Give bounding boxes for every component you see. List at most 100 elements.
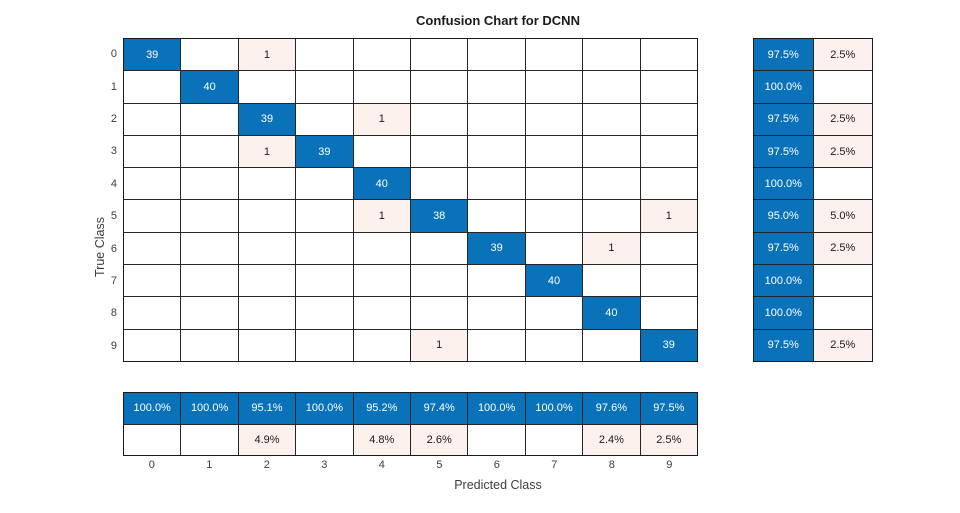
matrix-cell-r4-c1 xyxy=(181,168,238,200)
matrix-cell-r1-c4 xyxy=(353,71,410,103)
row-summary-correct-7: 100.0% xyxy=(754,265,813,297)
col-summary-correct-1: 100.0% xyxy=(181,393,238,424)
col-summary-incorrect-5: 2.6% xyxy=(411,424,468,455)
y-tick-3: 3 xyxy=(110,145,117,158)
x-tick-1: 1 xyxy=(206,459,213,471)
matrix-cell-r5-c0 xyxy=(124,200,181,232)
matrix-cell-r1-c2 xyxy=(238,71,296,103)
y-tick-8: 8 xyxy=(110,307,117,320)
x-tick-0: 0 xyxy=(148,459,155,471)
matrix-cell-r7-c1 xyxy=(181,265,238,297)
row-summary-correct-0: 97.5% xyxy=(754,39,813,71)
x-tick-5: 5 xyxy=(436,459,443,471)
matrix-cell-r0-c4 xyxy=(353,39,410,71)
row-summary-correct-8: 100.0% xyxy=(754,297,813,329)
matrix-cell-r6-c9 xyxy=(640,232,697,265)
matrix-cell-r9-c5: 1 xyxy=(411,329,468,361)
matrix-cell-r3-c0 xyxy=(124,135,181,168)
x-tick-8: 8 xyxy=(608,459,615,471)
matrix-cell-r1-c9 xyxy=(640,71,697,103)
matrix-cell-r8-c3 xyxy=(296,297,353,329)
matrix-cell-r9-c6 xyxy=(468,329,525,361)
matrix-cell-r9-c1 xyxy=(181,329,238,361)
row-summary-incorrect-6: 2.5% xyxy=(813,232,872,265)
matrix-cell-r5-c7 xyxy=(525,200,583,232)
matrix-cell-r3-c6 xyxy=(468,135,525,168)
matrix-cell-r8-c4 xyxy=(353,297,410,329)
matrix-cell-r3-c7 xyxy=(525,135,583,168)
matrix-cell-r6-c8: 1 xyxy=(583,232,640,265)
matrix-cell-r3-c4 xyxy=(353,135,410,168)
matrix-cell-r6-c0 xyxy=(124,232,181,265)
matrix-cell-r6-c3 xyxy=(296,232,353,265)
col-summary-incorrect-3 xyxy=(296,424,353,455)
matrix-cell-r4-c4: 40 xyxy=(353,168,410,200)
x-tick-labels: 0 1 2 3 4 5 6 7 8 9 xyxy=(123,459,698,474)
matrix-cell-r6-c1 xyxy=(181,232,238,265)
matrix-cell-r0-c3 xyxy=(296,39,353,71)
col-summary-incorrect-4: 4.8% xyxy=(353,424,410,455)
matrix-cell-r1-c1: 40 xyxy=(181,71,238,103)
matrix-cell-r4-c2 xyxy=(238,168,296,200)
matrix-cell-r0-c9 xyxy=(640,39,697,71)
matrix-cell-r0-c5 xyxy=(411,39,468,71)
matrix-cell-r3-c3: 39 xyxy=(296,135,353,168)
matrix-cell-r4-c0 xyxy=(124,168,181,200)
matrix-cell-r9-c9: 39 xyxy=(640,329,697,361)
matrix-cell-r7-c2 xyxy=(238,265,296,297)
x-tick-9: 9 xyxy=(666,459,673,471)
matrix-cell-r7-c0 xyxy=(124,265,181,297)
matrix-cell-r9-c0 xyxy=(124,329,181,361)
row-summary-incorrect-8 xyxy=(813,297,872,329)
col-summary-correct-5: 97.4% xyxy=(411,393,468,424)
matrix-cell-r2-c4: 1 xyxy=(353,103,410,135)
y-tick-labels: 0 1 2 3 4 5 6 7 8 9 xyxy=(60,38,117,362)
matrix-cell-r0-c8 xyxy=(583,39,640,71)
col-summary-incorrect-7 xyxy=(525,424,583,455)
x-tick-2: 2 xyxy=(263,459,270,471)
matrix-cell-r4-c3 xyxy=(296,168,353,200)
matrix-cell-r7-c8 xyxy=(583,265,640,297)
col-summary-correct-2: 95.1% xyxy=(238,393,296,424)
matrix-cell-r5-c9: 1 xyxy=(640,200,697,232)
row-summary-incorrect-5: 5.0% xyxy=(813,200,872,232)
col-summary-correct-6: 100.0% xyxy=(468,393,525,424)
column-normalized-summary-grid: 100.0% 100.0% 95.1% 100.0% 95.2% 97.4% 100.0% 1… xyxy=(123,392,698,456)
row-summary-incorrect-9: 2.5% xyxy=(813,329,872,361)
row-summary-incorrect-2: 2.5% xyxy=(813,103,872,135)
col-summary-incorrect-0 xyxy=(124,424,181,455)
col-summary-correct-3: 100.0% xyxy=(296,393,353,424)
x-tick-7: 7 xyxy=(551,459,558,471)
matrix-cell-r6-c7 xyxy=(525,232,583,265)
matrix-cell-r8-c7 xyxy=(525,297,583,329)
row-normalized-summary-grid: 97.5% 2.5% 100.0% 97.5% 2.5% 97.5% 2.5% 100.0% 9… xyxy=(753,38,873,362)
matrix-cell-r8-c6 xyxy=(468,297,525,329)
matrix-cell-r9-c8 xyxy=(583,329,640,361)
matrix-cell-r5-c2 xyxy=(238,200,296,232)
x-tick-3: 3 xyxy=(321,459,328,471)
x-axis-label: Predicted Class xyxy=(454,478,542,492)
col-summary-correct-4: 95.2% xyxy=(353,393,410,424)
matrix-cell-r0-c1 xyxy=(181,39,238,71)
row-summary-correct-6: 97.5% xyxy=(754,232,813,265)
matrix-cell-r6-c4 xyxy=(353,232,410,265)
col-summary-incorrect-2: 4.9% xyxy=(238,424,296,455)
matrix-cell-r3-c1 xyxy=(181,135,238,168)
matrix-cell-r2-c5 xyxy=(411,103,468,135)
y-tick-6: 6 xyxy=(110,242,117,255)
x-tick-6: 6 xyxy=(493,459,500,471)
matrix-cell-r2-c7 xyxy=(525,103,583,135)
matrix-cell-r2-c6 xyxy=(468,103,525,135)
matrix-cell-r1-c8 xyxy=(583,71,640,103)
y-tick-9: 9 xyxy=(110,339,117,352)
matrix-cell-r4-c7 xyxy=(525,168,583,200)
col-summary-correct-0: 100.0% xyxy=(124,393,181,424)
y-tick-0: 0 xyxy=(110,48,117,61)
matrix-cell-r9-c3 xyxy=(296,329,353,361)
matrix-cell-r1-c0 xyxy=(124,71,181,103)
col-summary-incorrect-1 xyxy=(181,424,238,455)
row-summary-correct-5: 95.0% xyxy=(754,200,813,232)
matrix-cell-r0-c6 xyxy=(468,39,525,71)
matrix-cell-r6-c2 xyxy=(238,232,296,265)
